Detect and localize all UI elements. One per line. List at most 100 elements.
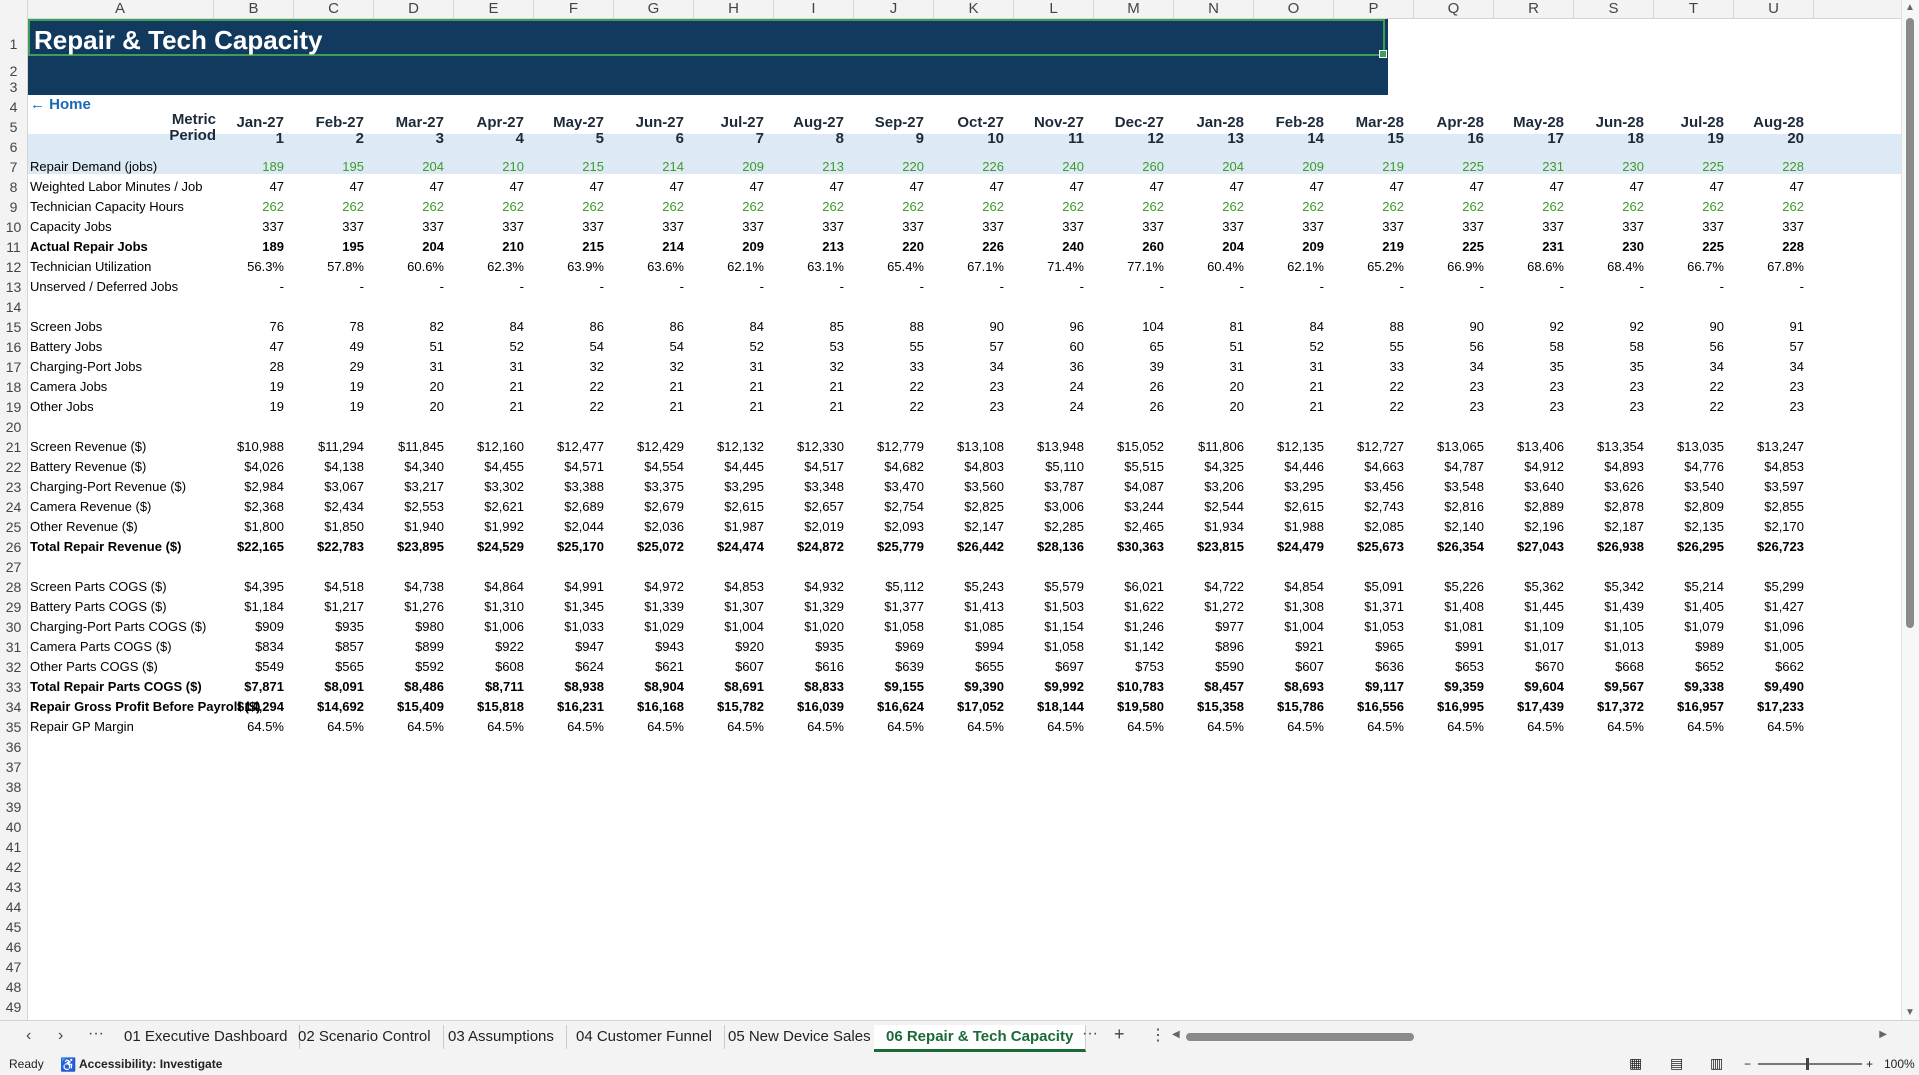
data-cell[interactable]: 209: [1302, 239, 1324, 254]
data-cell[interactable]: 337: [582, 219, 604, 234]
data-cell[interactable]: 225: [1702, 159, 1724, 174]
row-header-21[interactable]: 21: [5, 439, 22, 455]
data-cell[interactable]: $23,895: [397, 539, 444, 554]
data-cell[interactable]: $4,776: [1684, 459, 1724, 474]
data-cell[interactable]: $2,135: [1684, 519, 1724, 534]
data-cell[interactable]: -: [599, 279, 604, 294]
data-cell[interactable]: 64.5%: [247, 719, 284, 734]
data-cell[interactable]: $13,406: [1517, 439, 1564, 454]
data-cell[interactable]: $2,615: [1284, 499, 1324, 514]
data-cell[interactable]: 84: [509, 319, 524, 334]
data-cell[interactable]: $607: [1295, 659, 1324, 674]
page-break-view-icon[interactable]: ▥: [1710, 1055, 1724, 1071]
data-cell[interactable]: $590: [1215, 659, 1244, 674]
data-cell[interactable]: $16,231: [557, 699, 604, 714]
data-cell[interactable]: $4,854: [1284, 579, 1324, 594]
data-cell[interactable]: -: [999, 279, 1004, 294]
data-cell[interactable]: 26: [1149, 379, 1164, 394]
data-cell[interactable]: $4,340: [404, 459, 444, 474]
data-cell[interactable]: $1,081: [1444, 619, 1484, 634]
data-cell[interactable]: $6,021: [1124, 579, 1164, 594]
data-cell[interactable]: $2,140: [1444, 519, 1484, 534]
data-cell[interactable]: $565: [335, 659, 364, 674]
data-cell[interactable]: 23: [1629, 379, 1644, 394]
data-cell[interactable]: $24,479: [1277, 539, 1324, 554]
data-cell[interactable]: $2,085: [1364, 519, 1404, 534]
data-cell[interactable]: $624: [575, 659, 604, 674]
column-header-O[interactable]: O: [1254, 0, 1334, 18]
data-cell[interactable]: 213: [822, 159, 844, 174]
data-cell[interactable]: $920: [735, 639, 764, 654]
column-header-G[interactable]: G: [614, 0, 694, 18]
data-cell[interactable]: $1,339: [644, 599, 684, 614]
column-header-M[interactable]: M: [1094, 0, 1174, 18]
data-cell[interactable]: $857: [335, 639, 364, 654]
data-cell[interactable]: $4,722: [1204, 579, 1244, 594]
data-cell[interactable]: 49: [349, 339, 364, 354]
data-cell[interactable]: 33: [1389, 359, 1404, 374]
data-cell[interactable]: 90: [989, 319, 1004, 334]
data-cell[interactable]: 262: [1702, 199, 1724, 214]
data-cell[interactable]: 337: [1622, 219, 1644, 234]
data-cell[interactable]: -: [1239, 279, 1244, 294]
data-cell[interactable]: 65.2%: [1367, 259, 1404, 274]
data-cell[interactable]: 21: [509, 399, 524, 414]
sheet-tab[interactable]: 03 Assumptions: [436, 1025, 567, 1049]
data-cell[interactable]: 68.6%: [1527, 259, 1564, 274]
data-cell[interactable]: $15,786: [1277, 699, 1324, 714]
data-cell[interactable]: 209: [742, 239, 764, 254]
row-header-27[interactable]: 27: [5, 559, 22, 575]
data-cell[interactable]: $4,912: [1524, 459, 1564, 474]
data-cell[interactable]: $2,809: [1684, 499, 1724, 514]
data-cell[interactable]: 337: [502, 219, 524, 234]
data-cell[interactable]: 22: [1709, 399, 1724, 414]
data-cell[interactable]: $2,855: [1764, 499, 1804, 514]
vertical-scroll-thumb[interactable]: [1906, 18, 1914, 628]
data-cell[interactable]: 189: [262, 159, 284, 174]
data-cell[interactable]: $2,019: [804, 519, 844, 534]
data-cell[interactable]: 24: [1069, 379, 1084, 394]
data-cell[interactable]: 213: [822, 239, 844, 254]
data-cell[interactable]: 64.5%: [567, 719, 604, 734]
data-cell[interactable]: 262: [1062, 199, 1084, 214]
data-cell[interactable]: -: [359, 279, 364, 294]
data-cell[interactable]: $3,456: [1364, 479, 1404, 494]
row-header-31[interactable]: 31: [5, 639, 22, 655]
data-cell[interactable]: $1,934: [1204, 519, 1244, 534]
data-cell[interactable]: $11,294: [317, 439, 364, 454]
data-cell[interactable]: 220: [902, 239, 924, 254]
data-cell[interactable]: $25,779: [877, 539, 924, 554]
data-cell[interactable]: 337: [422, 219, 444, 234]
data-cell[interactable]: -: [1319, 279, 1324, 294]
data-cell[interactable]: 220: [902, 159, 924, 174]
data-cell[interactable]: 337: [1782, 219, 1804, 234]
row-header-44[interactable]: 44: [5, 899, 22, 915]
data-cell[interactable]: 215: [582, 239, 604, 254]
column-header-S[interactable]: S: [1574, 0, 1654, 18]
data-cell[interactable]: $10,783: [1117, 679, 1164, 694]
data-cell[interactable]: 19: [349, 399, 364, 414]
data-cell[interactable]: $1,004: [1284, 619, 1324, 634]
data-cell[interactable]: $1,020: [804, 619, 844, 634]
data-cell[interactable]: $26,354: [1437, 539, 1484, 554]
data-cell[interactable]: $2,093: [884, 519, 924, 534]
data-cell[interactable]: 23: [1549, 399, 1564, 414]
data-cell[interactable]: $3,348: [804, 479, 844, 494]
data-cell[interactable]: 337: [1702, 219, 1724, 234]
data-cell[interactable]: 51: [1229, 339, 1244, 354]
data-cell[interactable]: $608: [495, 659, 524, 674]
data-cell[interactable]: 58: [1549, 339, 1564, 354]
data-cell[interactable]: 231: [1542, 159, 1564, 174]
data-cell[interactable]: $26,442: [957, 539, 1004, 554]
data-cell[interactable]: 337: [1382, 219, 1404, 234]
data-cell[interactable]: 64.5%: [1207, 719, 1244, 734]
data-cell[interactable]: $3,206: [1204, 479, 1244, 494]
data-cell[interactable]: 26: [1149, 399, 1164, 414]
data-cell[interactable]: $1,013: [1604, 639, 1644, 654]
data-cell[interactable]: $3,388: [564, 479, 604, 494]
row-header-28[interactable]: 28: [5, 579, 22, 595]
data-cell[interactable]: $3,470: [884, 479, 924, 494]
data-cell[interactable]: $1,940: [404, 519, 444, 534]
data-cell[interactable]: -: [1639, 279, 1644, 294]
data-cell[interactable]: $670: [1535, 659, 1564, 674]
